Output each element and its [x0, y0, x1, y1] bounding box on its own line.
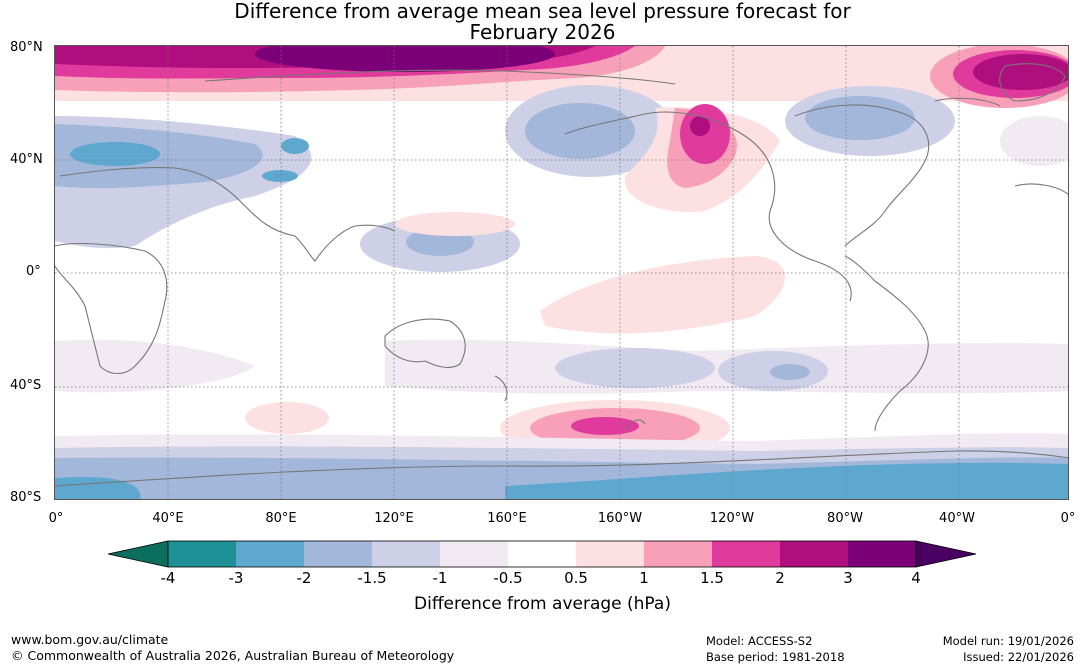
greenland-high-core: [973, 54, 1068, 90]
chart-title-line-1: Difference from average mean sea level p…: [234, 0, 851, 23]
southwest-pacific-high-core: [571, 417, 639, 435]
colorbar-arrow-high: [915, 540, 977, 568]
footer-model-run: Model run: 19/01/2026: [942, 634, 1074, 648]
lon-label-120e: 120°E: [374, 511, 414, 526]
colorbar-seg-11: [848, 541, 916, 567]
lon-label-160w: 160°W: [597, 511, 643, 526]
central-pacific-high: [540, 256, 785, 334]
map-canvas: [55, 46, 1068, 499]
antarctic-low-core-west: [55, 477, 141, 499]
colorbar-tick-label: -1.5: [357, 569, 387, 587]
colorbar-tick-label: -1: [432, 569, 448, 587]
lat-label-equator: 0°: [26, 264, 41, 279]
himalaya-low-spot: [262, 170, 298, 182]
colorbar-seg-4: [372, 541, 440, 567]
colorbar-tick-label: 1: [639, 569, 649, 587]
colorbar-tick-label: 0.5: [564, 569, 588, 587]
colorbar-seg-9: [712, 541, 780, 567]
footer-base-period: Base period: 1981-2018: [706, 650, 845, 664]
tibet-low-spot: [281, 138, 309, 154]
colorbar-tick-label: 4: [911, 569, 921, 587]
southeast-pacific-low-core: [770, 364, 810, 380]
colorbar-seg-7: [576, 541, 644, 567]
lon-label-80e: 80°E: [265, 511, 297, 526]
north-atlantic-slight-low: [1000, 116, 1068, 166]
colorbar: [107, 540, 977, 568]
lat-label-80s: 80°S: [10, 490, 42, 505]
colorbar-seg-3: [304, 541, 372, 567]
chart-title-line-2: February 2026: [469, 20, 616, 44]
colorbar-tick-label: 1.5: [700, 569, 724, 587]
colorbar-seg-5: [440, 541, 508, 567]
alaska-high-max: [690, 116, 710, 136]
north-america-low-core: [805, 96, 915, 140]
lon-label-0-west: 0°: [48, 511, 64, 526]
south-pacific-low: [555, 348, 715, 388]
colorbar-tick-label: -2: [296, 569, 312, 587]
lat-label-80n: 80°N: [10, 40, 43, 55]
lon-label-0-east: 0°: [1060, 511, 1076, 526]
lon-label-40w: 40°W: [939, 511, 975, 526]
colorbar-title: Difference from average (hPa): [414, 594, 671, 614]
colorbar-arrow-low: [107, 540, 169, 568]
arctic-high-max: [255, 46, 555, 72]
lat-label-40s: 40°S: [10, 378, 42, 393]
colorbar-tick-label: -4: [160, 569, 176, 587]
west-pacific-slight-high: [395, 212, 515, 236]
colorbar-tick-label: -0.5: [493, 569, 523, 587]
south-atlantic-slight-low: [55, 339, 255, 393]
lon-label-40e: 40°E: [152, 511, 184, 526]
graticule: [55, 46, 1068, 499]
footer-issued: Issued: 22/01/2026: [963, 650, 1074, 664]
colorbar-seg-1: [168, 541, 236, 567]
footer-website: www.bom.gov.au/climate: [11, 632, 169, 647]
colorbar-outline: [167, 540, 917, 568]
footer-copyright: © Commonwealth of Australia 2026, Austra…: [11, 648, 455, 663]
colorbar-seg-6: [508, 541, 576, 567]
colorbar-tick-label: 3: [843, 569, 853, 587]
lon-label-120w: 120°W: [709, 511, 755, 526]
coastlines: [55, 63, 1068, 487]
lon-label-80w: 80°W: [827, 511, 863, 526]
colorbar-seg-8: [644, 541, 712, 567]
colorbar-seg-2: [236, 541, 304, 567]
pressure-anomaly-map: [54, 45, 1069, 500]
colorbar-tick-label: -3: [228, 569, 244, 587]
north-pacific-low-core: [525, 103, 635, 159]
colorbar-seg-10: [780, 541, 848, 567]
lat-label-40n: 40°N: [10, 152, 43, 167]
lon-label-160e: 160°E: [487, 511, 527, 526]
eurasia-low-core: [70, 142, 160, 166]
footer-model: Model: ACCESS-S2: [706, 634, 813, 648]
antarctic-low-core-east: [505, 462, 1068, 499]
colorbar-tick-label: 2: [775, 569, 785, 587]
south-indian-high: [245, 402, 329, 434]
